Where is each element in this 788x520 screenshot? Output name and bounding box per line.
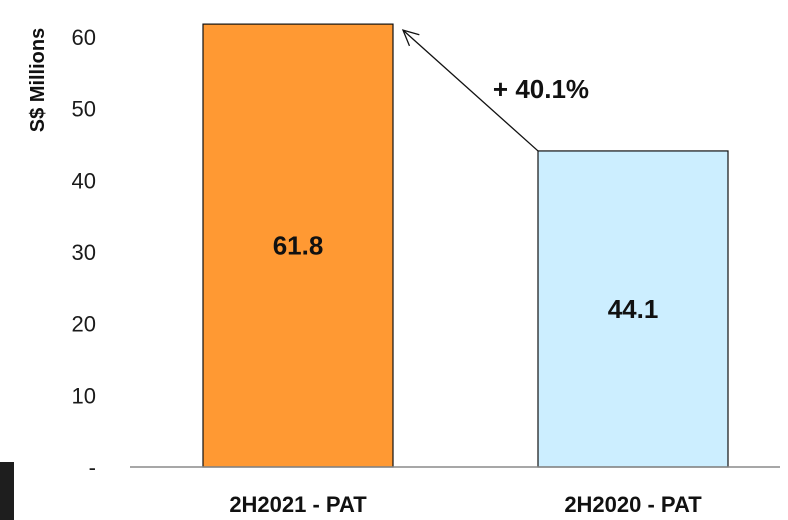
y-tick-label: 60 [72,25,96,50]
bar-2 [537,150,729,468]
y-tick-label: - [89,455,96,480]
y-axis-label: S$ Millions [27,28,49,132]
bar-value-label: 61.8 [273,231,324,261]
growth-arrow [401,29,539,152]
y-tick-label: 50 [72,97,96,122]
y-tick-label: 10 [72,383,96,408]
y-tick-label: 40 [72,168,96,193]
y-tick-label: 30 [72,240,96,265]
bar-1 [202,23,394,468]
corner-dark-block [0,462,14,520]
y-tick-label: 20 [72,312,96,337]
x-category-label: 2H2020 - PAT [564,492,702,517]
bar-value-label: 44.1 [608,294,659,324]
x-category-label: 2H2021 - PAT [229,492,367,517]
growth-annotation: + 40.1% [493,74,589,104]
